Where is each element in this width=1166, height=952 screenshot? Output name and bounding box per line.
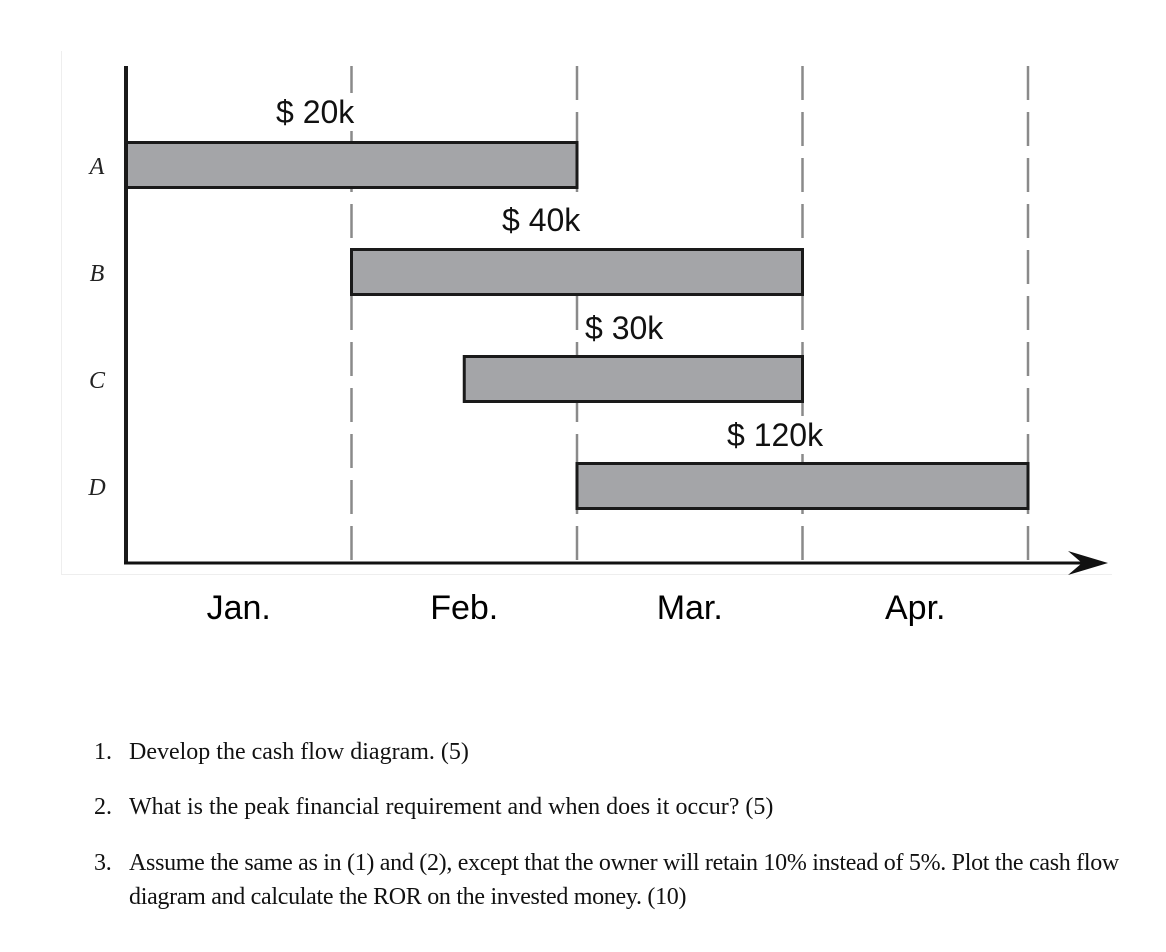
task-bar-b: [350, 248, 804, 296]
month-label: Jan.: [207, 589, 271, 627]
x-axis-arrow-icon: [1068, 551, 1108, 575]
question-number: 1.: [94, 739, 112, 765]
cost-label-bg: [498, 201, 593, 239]
question-list: 1. Develop the cash flow diagram. (5) 2.…: [94, 735, 1124, 936]
chart-frame: [61, 51, 1112, 575]
month-label: Mar.: [657, 589, 723, 627]
cost-label-bg: [272, 93, 367, 131]
question-text: Develop the cash flow diagram. (5): [129, 739, 469, 765]
task-label-b: B: [90, 261, 105, 287]
gantt-chart: A B C D $ 20k $ 40k $ 30k $ 120k Jan. Feb. Mar. Apr…: [87, 66, 1108, 627]
question-item: 3. Assume the same as in (1) and (2), ex…: [94, 846, 1124, 914]
axes: [124, 66, 1108, 575]
task-bar-a: [124, 141, 579, 189]
month-label: Feb.: [430, 589, 498, 627]
month-label: Apr.: [885, 589, 945, 627]
cost-label-bg: [723, 416, 835, 454]
question-number: 2.: [94, 794, 112, 820]
cost-label-d: $ 120k: [727, 417, 824, 453]
cost-label-c: $ 30k: [585, 310, 664, 346]
cost-label-bg: [581, 309, 676, 347]
question-text: Assume the same as in (1) and (2), excep…: [129, 850, 1119, 910]
question-item: 2. What is the peak financial requiremen…: [94, 790, 1124, 824]
task-label-d: D: [87, 475, 105, 501]
task-bar-d: [575, 462, 1030, 510]
labels: A B C D $ 20k $ 40k $ 30k $ 120k Jan. Feb. Mar. Apr…: [87, 93, 945, 627]
question-text: What is the peak financial requirement a…: [129, 794, 774, 820]
question-item: 1. Develop the cash flow diagram. (5): [94, 735, 1124, 769]
question-number: 3.: [94, 850, 112, 876]
task-bar-c: [462, 355, 804, 403]
cost-label-a: $ 20k: [276, 94, 355, 130]
month-gridlines: [350, 66, 1030, 562]
task-label-c: C: [89, 368, 106, 394]
task-label-a: A: [88, 154, 105, 180]
cost-label-b: $ 40k: [502, 202, 581, 238]
